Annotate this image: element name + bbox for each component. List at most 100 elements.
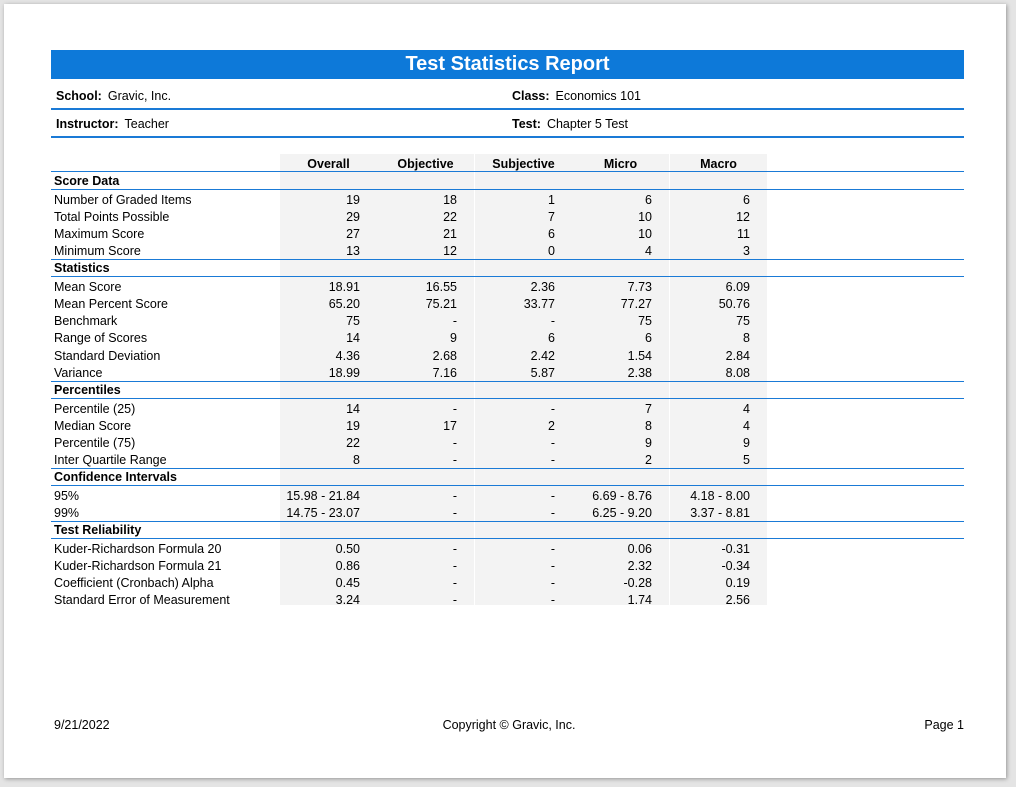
section-title: Percentiles [54,383,121,397]
cell-value: 11 [737,226,750,241]
cell-value: 4 [743,401,750,416]
cell-value: -0.28 [623,576,653,591]
cell-value: 75.21 [425,297,457,311]
cell-value: 0 [548,244,555,259]
cell-value: 27 [346,226,360,241]
cell-value: -0.31 [721,541,751,556]
class-label: Class: [512,89,550,103]
cell-value: 6 [548,226,555,241]
cell-value: 13 [346,244,360,259]
column-header: Micro [603,157,638,171]
column-shade [280,154,377,605]
row-label: Coefficient (Cronbach) Alpha [54,576,214,591]
cell-value: 0.06 [627,541,652,556]
cell-value: 4.36 [335,348,360,363]
section-divider [51,398,964,399]
school-info: School: Gravic, Inc. [56,89,171,103]
header-divider [51,171,964,172]
row-label: Range of Scores [54,331,148,346]
instructor-label: Instructor: [56,117,119,131]
cell-value: - [550,435,555,450]
column-header: Overall [307,157,350,171]
cell-value: - [452,541,457,556]
cell-value: 2 [548,418,555,433]
row-label: Percentile (75) [54,435,136,450]
cell-value: 7.73 [627,279,652,294]
cell-value: 0.19 [725,576,750,591]
cell-value: 29 [346,209,360,224]
cell-value: - [452,576,457,591]
cell-value: 2.42 [530,348,555,363]
cell-value: 21 [443,226,457,241]
cell-value: 14.75 - 23.07 [286,506,360,520]
column-shade [377,154,474,605]
section-end-divider [51,467,964,469]
cell-value: - [452,435,457,450]
cell-value: 4 [743,418,750,433]
cell-value: 2.68 [432,348,457,363]
info-divider [51,108,964,110]
cell-value: 6 [645,331,652,346]
cell-value: - [452,593,457,608]
cell-value: 7.16 [432,365,457,380]
row-label: Variance [54,365,103,380]
section-title: Score Data [54,174,120,188]
cell-value: 8.08 [725,365,750,380]
row-label: Kuder-Richardson Formula 20 [54,541,222,556]
cell-value: 6 [743,192,750,207]
cell-value: 14 [346,331,360,346]
footer-copyright: Copyright © Gravic, Inc. [442,718,576,732]
info-divider [51,136,964,138]
cell-value: 9 [450,331,457,346]
section-divider [51,485,964,487]
cell-value: 3 [743,244,750,259]
cell-value: 18 [443,192,457,207]
cell-value: 8 [353,453,360,468]
cell-value: 0.86 [335,558,360,573]
cell-value: 10 [638,209,652,224]
school-label: School: [56,89,102,103]
cell-value: 6.09 [725,279,750,294]
cell-value: 12 [443,244,457,259]
cell-value: 2.36 [530,279,555,294]
cell-value: 75 [638,314,652,329]
cell-value: 22 [443,209,457,224]
cell-value: 6 [645,192,652,207]
row-label: Mean Percent Score [54,297,168,311]
cell-value: 2.56 [725,593,750,608]
cell-value: 9 [645,435,652,450]
cell-value: 14 [346,401,360,416]
row-label: Standard Deviation [54,348,161,363]
cell-value: 4.18 - 8.00 [690,488,750,503]
cell-value: 5 [743,453,750,468]
row-label: Inter Quartile Range [54,453,167,468]
cell-value: - [550,593,555,608]
cell-value: - [550,401,555,416]
cell-value: 33.77 [523,297,555,311]
cell-value: 2.38 [627,365,652,380]
row-label: Maximum Score [54,226,145,241]
cell-value: 10 [638,226,652,241]
cell-value: 4 [645,244,652,259]
cell-value: 1 [548,192,555,207]
cell-value: 1.54 [627,348,652,363]
cell-value: 50.76 [718,297,750,311]
section-title: Test Reliability [54,523,142,538]
report-title: Test Statistics Report [51,50,964,79]
test-info: Test: Chapter 5 Test [512,117,628,131]
cell-value: 18.91 [328,279,360,294]
row-label: Total Points Possible [54,209,170,224]
instructor-value: Teacher [124,117,169,131]
footer-date: 9/21/2022 [54,718,110,732]
class-value: Economics 101 [555,89,641,103]
cell-value: 77.27 [620,297,652,311]
cell-value: 65.20 [328,297,360,311]
cell-value: 15.98 - 21.84 [286,488,360,503]
row-label: 99% [54,506,80,520]
school-value: Gravic, Inc. [107,89,172,103]
cell-value: 0.50 [335,541,360,556]
footer-page-number: Page 1 [924,718,964,732]
instructor-info: Instructor: Teacher [56,117,169,131]
column-shade [572,154,669,605]
cell-value: 2.32 [627,558,652,573]
